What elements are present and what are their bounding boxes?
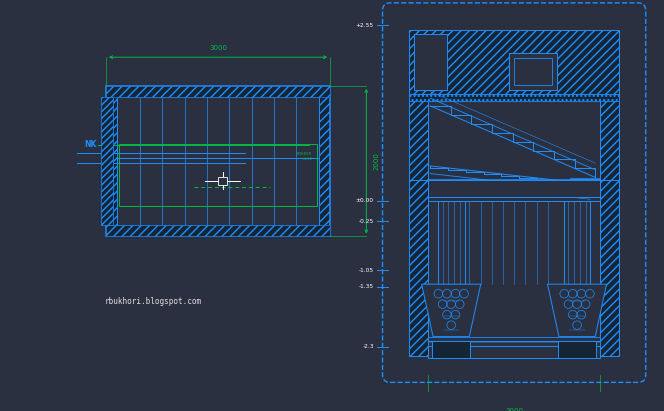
Bar bbox=[118, 97, 319, 225]
Bar bbox=[438, 201, 465, 284]
Text: 2000: 2000 bbox=[374, 152, 380, 170]
Bar bbox=[106, 225, 330, 236]
Text: -1.05: -1.05 bbox=[359, 268, 374, 273]
Bar bbox=[428, 180, 600, 197]
Text: BORDER
+1.50: BORDER +1.50 bbox=[297, 152, 312, 161]
Polygon shape bbox=[548, 284, 607, 337]
Bar bbox=[428, 337, 600, 346]
Text: NK: NK bbox=[84, 140, 97, 149]
Text: -1.35: -1.35 bbox=[359, 284, 374, 289]
Bar bbox=[444, 344, 459, 346]
Bar bbox=[409, 95, 619, 101]
Bar bbox=[218, 177, 227, 185]
Bar bbox=[409, 95, 428, 356]
Text: 3000: 3000 bbox=[209, 44, 227, 51]
Bar bbox=[514, 58, 552, 85]
Text: +2.55: +2.55 bbox=[356, 23, 374, 28]
Text: -0.25: -0.25 bbox=[359, 219, 374, 224]
Bar bbox=[558, 342, 596, 358]
Text: 3000: 3000 bbox=[505, 408, 523, 411]
Bar bbox=[106, 86, 330, 97]
FancyBboxPatch shape bbox=[382, 3, 645, 382]
Bar bbox=[570, 344, 585, 346]
Text: ±0.00: ±0.00 bbox=[356, 198, 374, 203]
Bar bbox=[509, 53, 557, 90]
Polygon shape bbox=[422, 284, 481, 337]
Bar bbox=[101, 97, 113, 225]
Bar bbox=[432, 342, 470, 358]
Bar bbox=[414, 35, 448, 90]
Bar bbox=[428, 346, 600, 358]
Bar bbox=[409, 30, 619, 95]
Bar bbox=[564, 201, 590, 284]
Bar bbox=[120, 144, 317, 206]
Text: rbukhori.blogspot.com: rbukhori.blogspot.com bbox=[105, 297, 203, 306]
Text: -2.3: -2.3 bbox=[363, 344, 374, 349]
Bar bbox=[600, 95, 619, 356]
Bar bbox=[106, 86, 330, 236]
